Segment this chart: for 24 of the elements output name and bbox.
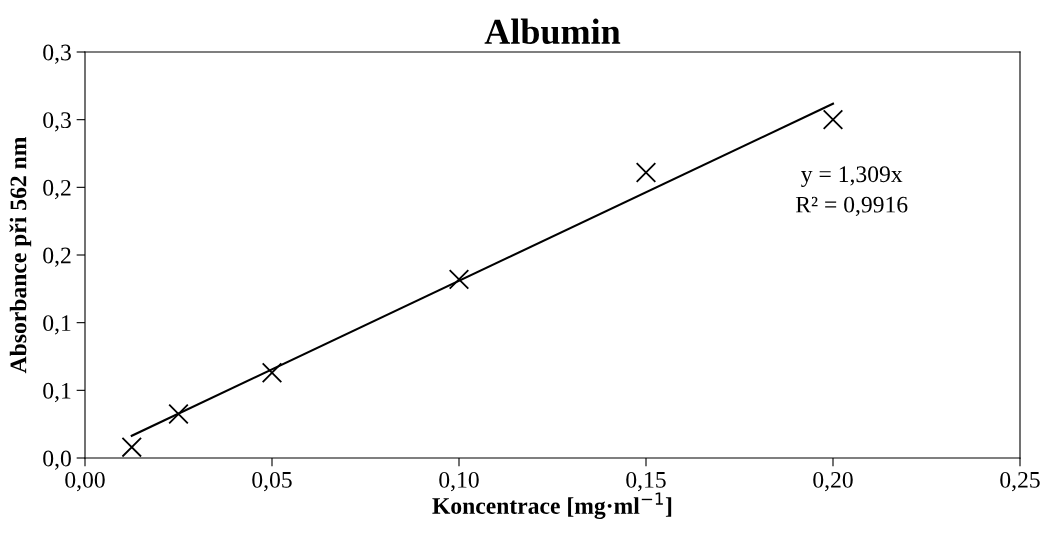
x-tick-label: 0,25	[1000, 471, 1040, 492]
point	[121, 436, 142, 458]
x-tick-label: 0,10	[439, 471, 479, 492]
point	[261, 362, 283, 383]
chart-title: Albumin	[484, 18, 621, 45]
x-tick-label: 0,20	[813, 471, 853, 492]
annotation: y = 1,309x	[801, 166, 903, 188]
y-tick-label: 0,0	[43, 450, 71, 470]
point	[448, 269, 470, 290]
y-tick-label: 0,2	[43, 179, 71, 200]
y-axis-title: Absorbance při 562 nm	[9, 137, 32, 374]
x-tick-label: 0,00	[65, 471, 105, 492]
x-tick-label: 0,05	[252, 471, 292, 492]
x-axis-title: Koncentrace [mg·ml$^{−1}$]	[432, 492, 672, 519]
point	[635, 162, 657, 183]
y-tick-label: 0,3	[43, 44, 71, 64]
annotation: R² = 0,9916	[795, 196, 908, 216]
y-tick-label: 0,1	[43, 315, 71, 335]
y-tick-label: 0,1	[43, 382, 71, 403]
y-tick-label: 0,2	[43, 247, 71, 267]
point	[822, 109, 844, 130]
y-tick-label: 0,3	[43, 112, 71, 132]
point	[168, 403, 189, 425]
x-tick-label: 0,15	[626, 471, 666, 492]
